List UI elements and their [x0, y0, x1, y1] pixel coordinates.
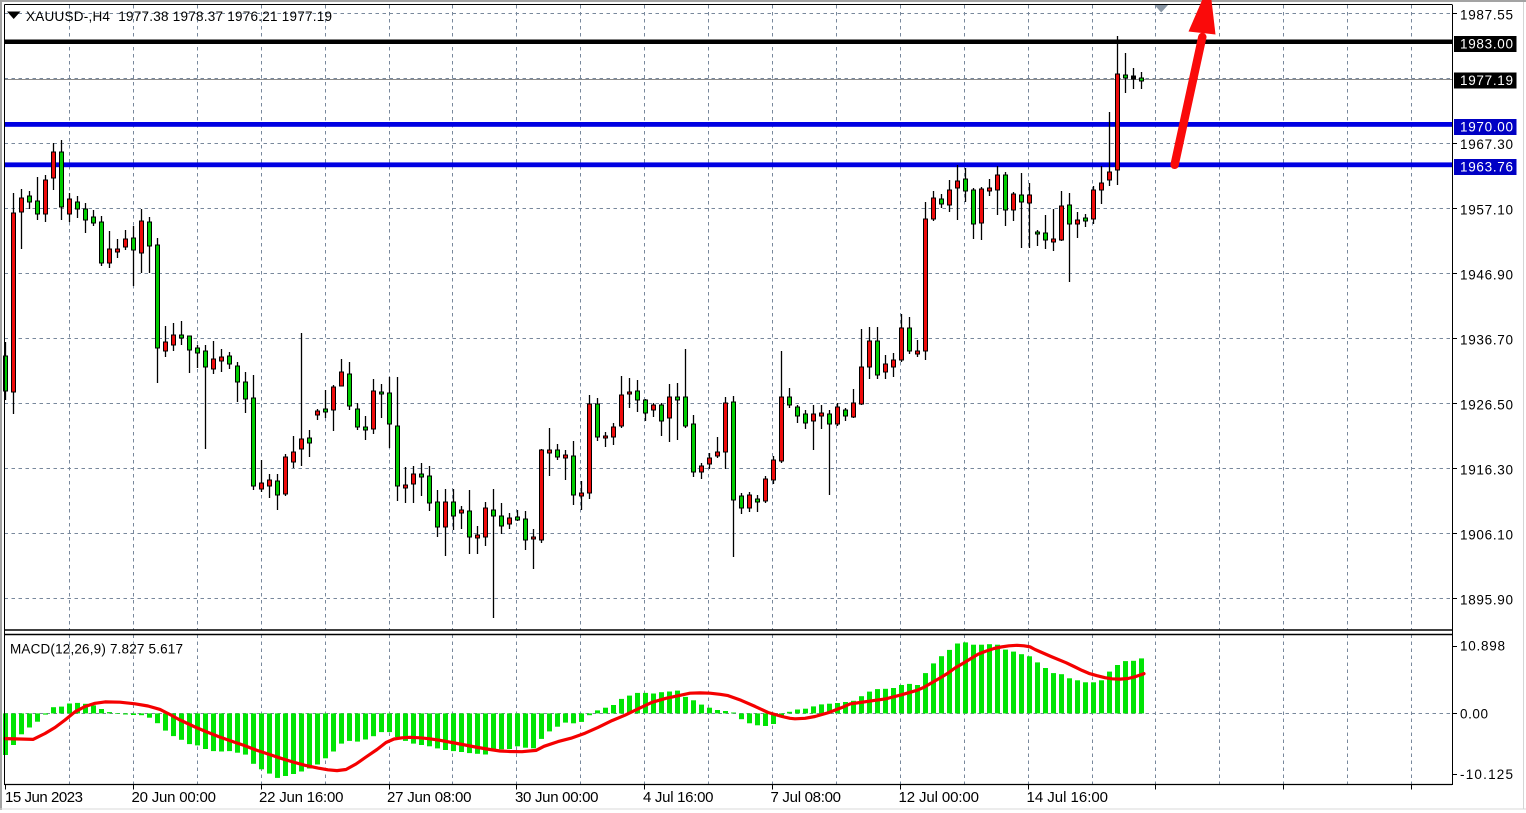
svg-text:20 Jun 00:00: 20 Jun 00:00 — [132, 789, 217, 806]
svg-text:1916.30: 1916.30 — [1460, 463, 1513, 478]
svg-text:12 Jul 00:00: 12 Jul 00:00 — [899, 789, 980, 806]
svg-text:-10.125: -10.125 — [1460, 767, 1513, 782]
svg-text:14 Jul 16:00: 14 Jul 16:00 — [1027, 789, 1109, 806]
svg-text:1987.55: 1987.55 — [1460, 8, 1513, 23]
svg-text:22 Jun 16:00: 22 Jun 16:00 — [259, 789, 344, 806]
svg-text:0.00: 0.00 — [1460, 707, 1488, 722]
svg-text:30 Jun 00:00: 30 Jun 00:00 — [515, 789, 599, 806]
svg-text:1936.70: 1936.70 — [1460, 333, 1513, 348]
svg-text:1967.30: 1967.30 — [1460, 137, 1513, 152]
svg-text:1906.10: 1906.10 — [1460, 528, 1513, 543]
svg-text:1946.90: 1946.90 — [1460, 268, 1513, 283]
svg-text:1957.10: 1957.10 — [1460, 203, 1513, 218]
svg-text:1926.50: 1926.50 — [1460, 398, 1513, 413]
svg-text:XAUUSD-,H4 1977.38 1978.37 19: XAUUSD-,H4 1977.38 1978.37 1976.21 1977.… — [26, 9, 332, 24]
svg-text:1963.76: 1963.76 — [1460, 160, 1513, 175]
svg-text:1895.90: 1895.90 — [1460, 593, 1513, 608]
svg-text:1970.00: 1970.00 — [1460, 120, 1513, 135]
svg-text:27 Jun 08:00: 27 Jun 08:00 — [387, 789, 472, 806]
svg-text:15 Jun 2023: 15 Jun 2023 — [5, 789, 83, 806]
svg-text:4 Jul 16:00: 4 Jul 16:00 — [643, 789, 714, 806]
svg-text:1977.19: 1977.19 — [1460, 73, 1513, 88]
svg-text:1983.00: 1983.00 — [1460, 37, 1513, 52]
svg-text:7 Jul 08:00: 7 Jul 08:00 — [771, 789, 842, 806]
svg-text:10.898: 10.898 — [1460, 639, 1505, 654]
svg-text:MACD(12,26,9) 7.827 5.617: MACD(12,26,9) 7.827 5.617 — [10, 642, 183, 657]
